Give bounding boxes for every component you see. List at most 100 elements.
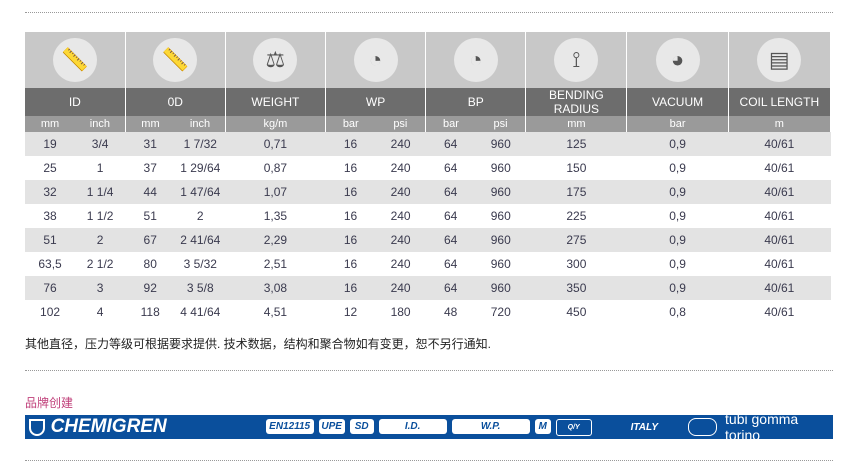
column-icon-cell: ◕ [626, 32, 729, 88]
column-icon-cell: 📏 [25, 32, 126, 88]
column-icon-cell: ◔ [325, 32, 427, 88]
table-cell: 40/61 [764, 281, 795, 295]
spec-pill: I.D. [378, 418, 447, 434]
table-cell: 32 [43, 185, 57, 199]
caliper-outer-icon: 📏 [153, 38, 198, 82]
table-cell: 2,51 [263, 257, 288, 271]
divider [25, 460, 833, 461]
table-cell: 150 [566, 161, 587, 175]
table-cell: 3 5/32 [183, 257, 217, 271]
product-name: CHEMIGREN [50, 416, 167, 437]
maker-logo-icon [688, 418, 718, 436]
column-title: 0D [125, 88, 226, 116]
table-cell: 16 [343, 209, 358, 223]
table-cell: 37 [143, 161, 157, 175]
table-cell: 16 [343, 161, 358, 175]
table-cell: 2 1/2 [86, 257, 114, 271]
table-cell: 240 [390, 257, 411, 271]
table-cell: 960 [490, 281, 511, 295]
vacuum-gauge-icon: ◕ [655, 38, 700, 82]
table-cell: 25 [43, 161, 57, 175]
spec-pill: UPE [318, 418, 345, 434]
table-cell: 48 [444, 305, 458, 319]
table-cell: 0,87 [263, 161, 288, 175]
table-cell: 118 [140, 305, 160, 319]
table-cell: 1 7/32 [183, 137, 217, 151]
column-unit: inch [75, 116, 126, 132]
table-cell: 64 [444, 209, 458, 223]
spec-pill: SD [349, 418, 374, 434]
table-cell: 3,08 [263, 281, 288, 295]
table-cell: 3 [96, 281, 104, 295]
table-cell: 125 [566, 137, 587, 151]
table-cell: 240 [390, 185, 411, 199]
table-cell: 2 [96, 233, 104, 247]
spec-pill: M [534, 418, 551, 434]
column-icon-cell: ▤ [728, 32, 832, 88]
table-cell: 38 [43, 209, 57, 223]
table-cell: 960 [490, 137, 511, 151]
product-banner: CHEMIGREN EN12115 UPE SD I.D. W.P. M Q/Y ITALY… [25, 411, 833, 443]
table-cell: 960 [490, 185, 511, 199]
table-cell: 1 1/4 [86, 185, 114, 199]
column-title: VACUUM [626, 88, 729, 116]
table-cell: 44 [143, 185, 157, 199]
table-cell: 240 [390, 233, 411, 247]
table-cell: 4 [96, 305, 104, 319]
spec-pill: EN12115 [265, 418, 314, 434]
spec-pill: W.P. [451, 418, 530, 434]
table-cell: 1 29/64 [180, 161, 221, 175]
table-cell: 1 1/2 [86, 209, 114, 223]
table-cell: 12 [343, 305, 358, 319]
column-title: BP [425, 88, 527, 116]
table-cell: 2 [196, 209, 204, 223]
table-cell: 225 [566, 209, 587, 223]
table-cell: 40/61 [764, 137, 795, 151]
table-cell: 960 [490, 233, 511, 247]
table-cell: 40/61 [764, 185, 795, 199]
table-cell: 40/61 [764, 257, 795, 271]
spec-table: 📏 📏 ⚖ ◔ ◔ ⟟ ◕ ▤ ID 0D WEIGHT WP BP BENDING RADIUS VAC… [25, 32, 832, 324]
table-cell: 64 [444, 257, 458, 271]
table-cell: 350 [566, 281, 587, 295]
table-cell: 1,07 [263, 185, 288, 199]
column-unit: mm [25, 116, 76, 132]
table-cell: 0,71 [263, 137, 288, 151]
column-title: ID [25, 88, 126, 116]
disclaimer-note: 其他直径，压力等级可根据要求提供. 技术数据，结构和聚合物如有变更，恕不另行通知… [25, 337, 492, 351]
table-cell: 0,9 [669, 209, 686, 223]
column-unit: psi [475, 116, 527, 132]
table-cell: 240 [390, 161, 411, 175]
column-unit: psi [375, 116, 427, 132]
brand-label: 品牌创建 [25, 396, 74, 410]
table-cell: 1 47/64 [180, 185, 221, 199]
table-cell: 64 [444, 161, 458, 175]
caliper-inner-icon: 📏 [52, 38, 97, 82]
column-unit: bar [626, 116, 729, 132]
table-cell: 16 [343, 137, 358, 151]
table-cell: 300 [566, 257, 587, 271]
table-cell: 240 [390, 209, 411, 223]
table-cell: 180 [390, 305, 411, 319]
table-row: 32 1 1/4 44 1 47/64 1,07 16 240 64 960 175 0,9 40/6… [25, 180, 831, 204]
table-row: 25 1 37 1 29/64 0,87 16 240 64 960 150 0,9 40/61 [25, 156, 831, 180]
table-cell: 960 [490, 209, 511, 223]
table-cell: 40/61 [764, 305, 795, 319]
scale-icon: ⚖ [253, 38, 298, 82]
table-cell: 80 [143, 257, 157, 271]
table-row: 38 1 1/2 51 2 1,35 16 240 64 960 225 0,9 40/61 [25, 204, 831, 228]
column-unit: inch [175, 116, 226, 132]
spec-pill: Q/Y [555, 418, 592, 436]
table-cell: 64 [444, 137, 458, 151]
table-cell: 240 [390, 137, 411, 151]
table-row: 51 2 67 2 41/64 2,29 16 240 64 960 275 0,9 40/61 [25, 228, 831, 252]
table-cell: 92 [143, 281, 157, 295]
table-cell: 4 41/64 [180, 305, 221, 319]
pressure-gauge-icon: ◔ [353, 38, 398, 82]
table-cell: 275 [566, 233, 587, 247]
table-cell: 40/61 [764, 209, 795, 223]
column-icon-cell: ◔ [425, 32, 527, 88]
table-cell: 4,51 [263, 305, 288, 319]
column-title: WEIGHT [225, 88, 326, 116]
table-cell: 3/4 [91, 137, 109, 151]
